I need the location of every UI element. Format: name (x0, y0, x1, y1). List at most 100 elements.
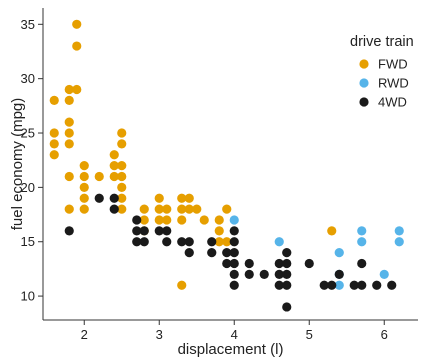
point-4wd (132, 237, 142, 247)
point-fwd (72, 19, 82, 29)
point-4wd (139, 226, 149, 236)
point-4wd (274, 269, 284, 279)
point-fwd (222, 237, 232, 247)
point-4wd (244, 258, 254, 269)
point-fwd (72, 84, 82, 95)
point-4wd (109, 193, 119, 203)
point-4wd (327, 280, 337, 290)
point-fwd (177, 280, 187, 290)
point-rwd (394, 237, 404, 247)
y-axis-ticks: 10 15 20 25 30 35 (21, 17, 43, 304)
point-4wd (372, 280, 382, 290)
point-rwd (229, 215, 239, 225)
point-4wd (177, 237, 187, 247)
point-fwd (214, 237, 224, 247)
x-tick-label: 4 (231, 327, 238, 342)
point-fwd (49, 128, 59, 138)
point-fwd (117, 128, 127, 138)
point-fwd (79, 161, 89, 171)
point-4wd (222, 247, 232, 258)
point-fwd (214, 226, 224, 236)
point-4wd (357, 280, 367, 290)
point-4wd (282, 258, 292, 269)
point-4wd (274, 280, 284, 290)
legend-swatch-fwd (359, 59, 369, 69)
point-4wd (304, 258, 314, 269)
point-fwd (79, 204, 89, 214)
point-4wd (162, 226, 172, 236)
point-4wd (94, 193, 104, 203)
point-fwd (154, 204, 164, 214)
point-fwd (177, 193, 187, 203)
point-4wd (349, 280, 359, 290)
point-4wd (154, 226, 164, 236)
point-fwd (79, 171, 89, 182)
point-4wd (229, 269, 239, 279)
point-fwd (117, 204, 127, 214)
point-fwd (139, 204, 149, 214)
point-fwd (117, 161, 127, 171)
legend-label-rwd: RWD (378, 76, 409, 91)
axes (42, 8, 418, 321)
point-fwd (64, 128, 74, 138)
legend-title: drive train (350, 34, 414, 50)
point-fwd (184, 204, 194, 214)
point-4wd (207, 247, 217, 258)
x-tick-label: 2 (81, 327, 88, 342)
x-axis-title: displacement (l) (178, 341, 284, 358)
point-fwd (117, 171, 127, 182)
point-4wd (229, 247, 239, 258)
point-4wd (132, 226, 142, 236)
point-fwd (64, 204, 74, 214)
point-4wd (282, 280, 292, 290)
x-tick-label: 3 (156, 327, 163, 342)
y-tick-label: 15 (21, 234, 35, 249)
legend-label-4wd: 4WD (378, 95, 407, 110)
point-fwd (199, 215, 209, 225)
y-tick-label: 25 (21, 126, 35, 141)
point-fwd (49, 150, 59, 160)
point-fwd (117, 182, 127, 192)
legend-swatch-rwd (359, 78, 369, 88)
point-4wd (282, 269, 292, 279)
y-tick-label: 10 (21, 289, 35, 304)
point-fwd (177, 204, 187, 214)
point-fwd (154, 193, 164, 203)
point-4wd (259, 269, 269, 279)
point-4wd (229, 237, 239, 247)
point-fwd (117, 139, 127, 149)
point-fwd (139, 215, 149, 225)
point-rwd (334, 280, 344, 290)
point-4wd (357, 258, 367, 269)
x-axis-ticks: 2 3 4 5 6 (81, 320, 388, 342)
legend-items: FWD RWD 4WD (359, 57, 409, 110)
point-rwd (274, 237, 284, 247)
point-fwd (72, 41, 82, 51)
point-fwd (64, 139, 74, 149)
point-fwd (222, 204, 232, 214)
point-rwd (394, 226, 404, 236)
legend-swatch-4wd (359, 97, 369, 107)
point-4wd (139, 237, 149, 247)
point-4wd (109, 204, 119, 214)
point-4wd (184, 237, 194, 247)
point-4wd (64, 226, 74, 236)
point-fwd (117, 193, 127, 203)
point-4wd (319, 280, 329, 290)
point-fwd (79, 182, 89, 192)
data-points (49, 19, 404, 312)
legend: drive train FWD RWD 4WD (350, 34, 414, 110)
point-4wd (207, 237, 217, 247)
x-tick-label: 5 (306, 327, 313, 342)
point-4wd (184, 247, 194, 258)
y-tick-label: 35 (21, 17, 35, 32)
point-fwd (192, 204, 202, 214)
point-4wd (244, 269, 254, 279)
point-fwd (64, 95, 74, 106)
point-4wd (132, 215, 142, 225)
point-4wd (222, 258, 232, 269)
y-axis-title: fuel economy (mpg) (9, 98, 26, 231)
point-4wd (282, 247, 292, 258)
point-4wd (162, 237, 172, 247)
